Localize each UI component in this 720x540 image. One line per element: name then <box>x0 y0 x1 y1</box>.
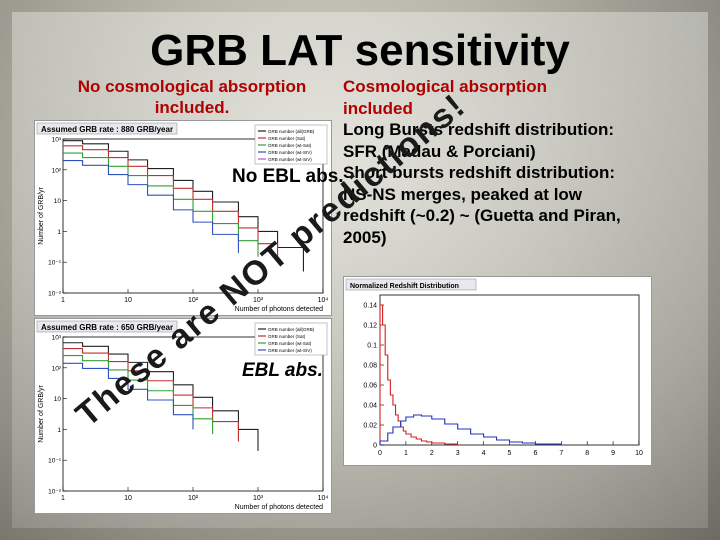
right-heading-line-4: SFR (Madau & Porciani) <box>343 141 713 163</box>
right-heading-line-3: Long Bursts redshift distribution: <box>343 120 615 139</box>
y-tick-label: 10 <box>54 396 62 403</box>
x-axis-label: Number of photons detected <box>235 306 323 313</box>
right-heading-line-2: included <box>343 98 413 118</box>
chart-redshift: Normalized Redshift Distribution 0 1 2 3 4 5 6 7… <box>343 276 652 466</box>
x-axis-label: Number of photons detected <box>235 504 323 511</box>
legend-label: GRB number (wt-SIV) <box>268 150 312 155</box>
title-box <box>36 320 178 333</box>
y-tick-label: 0.02 <box>363 423 377 430</box>
y-axis-label: Number of GRB/yr <box>38 187 45 245</box>
x-tick-label: 10 <box>124 495 132 502</box>
y-tick-label: 10 <box>54 198 62 205</box>
series-line <box>63 159 239 253</box>
right-heading-line-4-text: SFR (Madau & Porciani) <box>343 141 536 161</box>
legend-label: GRB number (Sat) <box>268 136 306 141</box>
chart-bottom-left: Assumed GRB rate : 650 GRB/year 1 10 10² 10³… <box>34 318 332 514</box>
x-tick-label: 1 <box>61 297 65 304</box>
x-tick-label: 5 <box>508 450 512 457</box>
x-tick-label: 9 <box>611 450 615 457</box>
x-tick-label: 0 <box>378 450 382 457</box>
x-tick-label: 10 <box>124 297 132 304</box>
y-tick-label: 0.12 <box>363 323 377 330</box>
y-tick-label: 0.08 <box>363 363 377 370</box>
y-tick-label: 10² <box>52 167 62 174</box>
x-tick-label: 1 <box>404 450 408 457</box>
right-heading-line-7: redshift (~0.2) ~ (Guetta and Piran, <box>343 206 621 225</box>
left-heading: No cosmological absorption included. <box>36 76 348 118</box>
x-tick-label: 4 <box>482 450 486 457</box>
x-tick-label: 10³ <box>253 495 264 502</box>
x-tick-label: 8 <box>585 450 589 457</box>
y-tick-label: 10² <box>52 365 62 372</box>
y-tick-label: 10⁻¹ <box>48 260 62 267</box>
y-tick-label: 10³ <box>52 137 62 144</box>
x-tick-label: 6 <box>533 450 537 457</box>
right-heading-line-8: 2005) <box>343 227 387 247</box>
x-tick-label: 10⁴ <box>318 297 329 304</box>
legend-label: GRB number (wt-Sat) <box>268 143 312 148</box>
right-heading-line-6: NS-NS merges, peaked at low <box>343 184 583 204</box>
y-tick-label: 0 <box>373 443 377 450</box>
right-heading-line-1: Cosmological absorption <box>343 77 548 96</box>
right-heading: Cosmological absorption included Long Bu… <box>343 76 713 248</box>
legend-label: GRB number (all(GRB) <box>268 129 315 134</box>
x-tick-label: 7 <box>559 450 563 457</box>
y-tick-label: 10⁻¹ <box>48 458 62 465</box>
x-tick-label: 3 <box>456 450 460 457</box>
left-heading-line-2: included. <box>154 98 230 117</box>
y-tick-label: 10⁻² <box>48 489 62 496</box>
y-tick-label: 0.04 <box>363 403 377 410</box>
y-tick-label: 0.06 <box>363 383 377 390</box>
y-tick-label: 1 <box>57 427 61 434</box>
series-line <box>379 414 562 445</box>
slide-title: GRB LAT sensitivity <box>150 26 570 75</box>
chart-top-left: Assumed GRB rate : 880 GRB/year 1 10 10² 10³… <box>34 120 332 316</box>
x-tick-label: 2 <box>430 450 434 457</box>
legend-label: GRB number (wt-SIV) <box>268 348 312 353</box>
series-line <box>379 304 459 445</box>
y-tick-label: 10³ <box>52 335 62 342</box>
x-tick-label: 10² <box>188 495 199 502</box>
x-tick-label: 10⁴ <box>318 495 329 502</box>
y-tick-label: 1 <box>57 229 61 236</box>
no-ebl-label: No EBL abs. <box>232 166 344 187</box>
right-heading-line-5: Short bursts redshift distribution: <box>343 163 615 182</box>
chart-title: Normalized Redshift Distribution <box>350 283 459 290</box>
series-line <box>63 362 194 430</box>
y-axis-label: Number of GRB/yr <box>38 385 45 443</box>
chart-title: Assumed GRB rate : 650 GRB/year <box>41 323 173 332</box>
title-box <box>345 278 477 291</box>
legend-box <box>254 124 328 165</box>
chart-title: Assumed GRB rate : 880 GRB/year <box>41 125 173 134</box>
series-line <box>63 152 259 257</box>
legend-label: GRB number (wt-SIV) <box>268 157 312 162</box>
title-box <box>36 122 178 135</box>
plot-bg <box>344 277 651 465</box>
x-tick-label: 10² <box>188 297 199 304</box>
y-tick-label: 0.1 <box>367 343 377 350</box>
series-line <box>63 140 304 272</box>
ebl-label: EBL abs. <box>242 360 323 381</box>
legend-label: GRB number (all(GRB) <box>268 327 315 332</box>
series-line <box>63 342 259 451</box>
left-heading-line-1: No cosmological absorption <box>77 77 307 96</box>
x-tick-label: 1 <box>61 495 65 502</box>
y-tick-label: 0.14 <box>363 303 377 310</box>
legend-box <box>254 322 328 356</box>
x-tick-label: 10³ <box>253 297 264 304</box>
legend-label: GRB number (Sat) <box>268 334 306 339</box>
legend-label: GRB number (wt-Sat) <box>268 341 312 346</box>
x-tick-label: 10 <box>635 450 643 457</box>
y-tick-label: 10⁻² <box>48 291 62 298</box>
